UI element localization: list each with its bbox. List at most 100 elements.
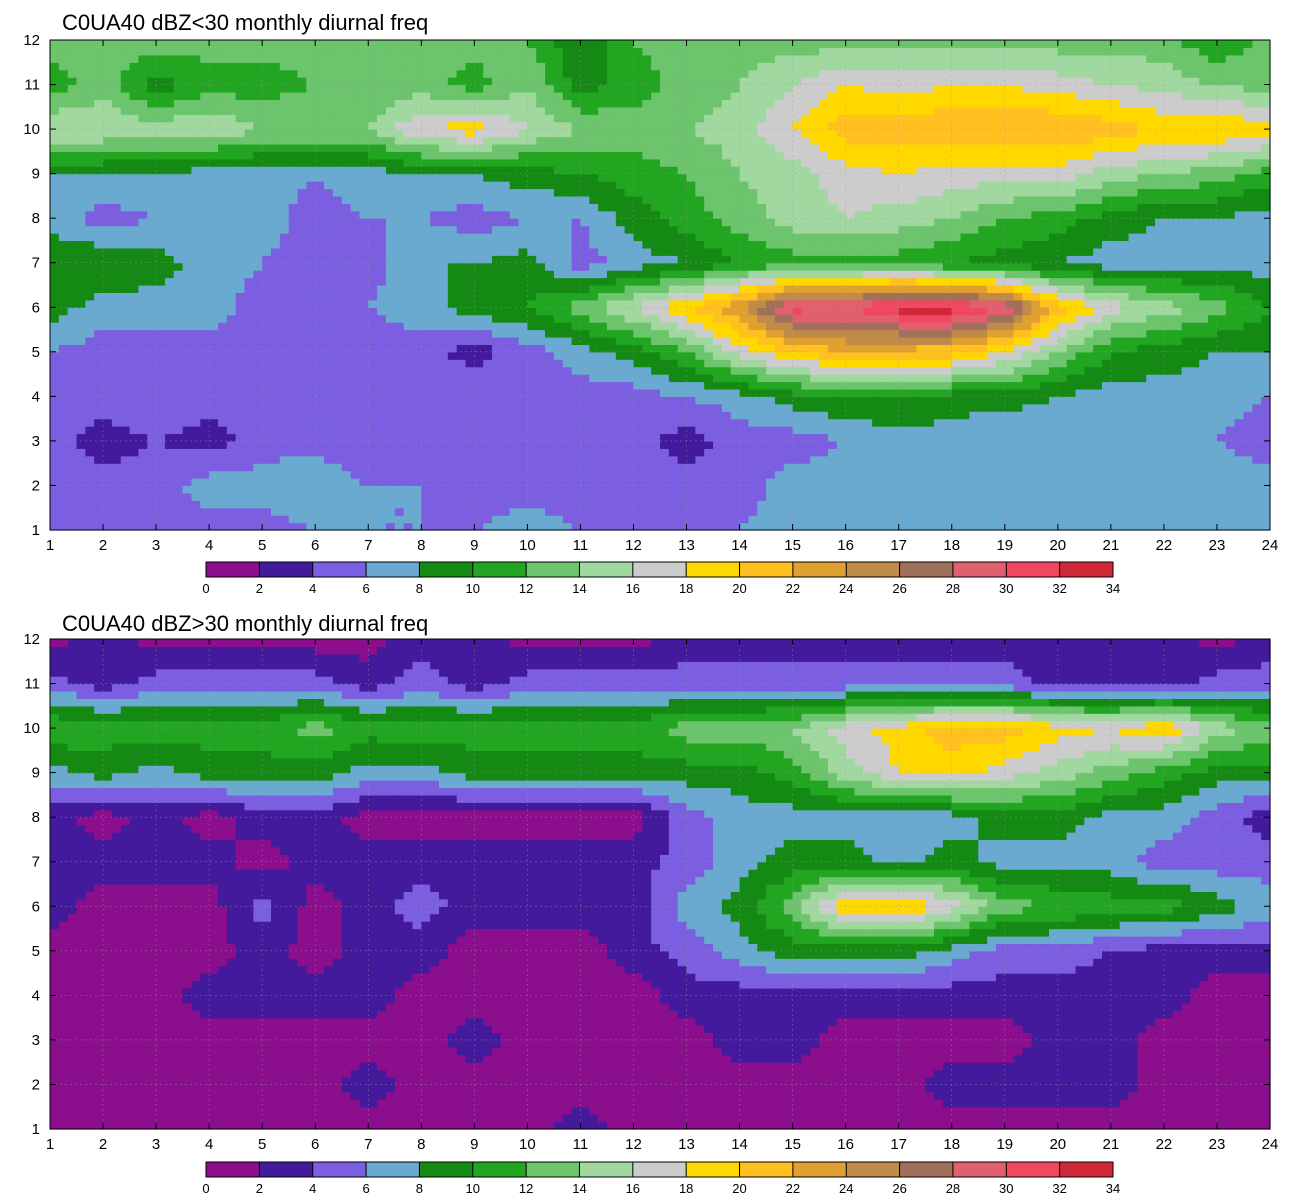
contour-cell [438,121,449,130]
contour-cell [615,203,626,212]
contour-cell [598,62,608,71]
contour-cell [182,396,193,405]
contour-cell [359,448,369,457]
contour-cell [244,129,254,138]
contour-cell [668,195,679,204]
contour-cell [368,440,378,449]
contour-cell [660,210,670,219]
contour-cell [156,448,166,457]
contour-cell [438,203,449,212]
contour-cell [686,166,696,175]
contour-cell [456,181,467,190]
contour-cell [580,522,590,531]
contour-cell [704,470,714,479]
contour-cell [695,485,705,494]
contour-cell [660,143,670,152]
contour-cell [606,470,617,479]
contour-cell [695,121,705,130]
contour-cell [492,299,502,308]
contour-cell [368,40,378,49]
contour-cell [483,388,493,397]
contour-cell [226,47,237,56]
contour-cell [421,188,431,197]
contour-cell [191,292,201,301]
contour-cell [421,114,431,123]
contour-cell [191,270,201,279]
contour-cell [94,225,104,234]
contour-cell [438,463,449,472]
contour-cell [474,366,484,375]
contour-cell [111,470,122,479]
contour-cell [518,240,528,249]
contour-cell [191,40,201,49]
contour-cell [598,40,608,49]
contour-cell [668,99,679,108]
contour-cell [306,522,316,531]
contour-cell [624,77,635,86]
contour-cell [235,448,246,457]
contour-cell [606,210,617,219]
contour-cell [553,507,564,516]
contour-cell [111,77,122,86]
contour-cell [173,448,184,457]
contour-cell [677,433,688,442]
contour-cell [209,478,219,487]
contour-cell [686,470,696,479]
contour-cell [217,322,228,331]
contour-cell [394,233,405,242]
contour-cell [465,322,475,331]
contour-cell [474,307,484,316]
contour-cell [138,218,148,227]
contour-cell [138,314,148,323]
contour-cell [50,381,60,390]
contour-cell [103,515,113,524]
contour-cell [147,69,157,78]
contour-cell [262,396,272,405]
contour-cell [624,448,635,457]
contour-cell [164,143,175,152]
contour-cell [606,136,617,145]
contour-cell [182,188,193,197]
contour-cell [288,99,299,108]
contour-cell [465,381,475,390]
contour-cell [545,143,555,152]
contour-cell [624,262,635,271]
contour-cell [332,426,343,435]
contour-cell [182,507,193,516]
contour-cell [598,314,608,323]
contour-cell [651,381,661,390]
contour-cell [421,62,431,71]
contour-cell [85,314,95,323]
contour-cell [377,285,387,294]
contour-cell [536,129,546,138]
contour-cell [76,433,86,442]
contour-cell [677,54,688,63]
contour-cell [111,344,122,353]
contour-cell [297,166,307,175]
contour-cell [377,299,387,308]
contour-cell [660,411,670,420]
contour-cell [111,121,122,130]
contour-cell [580,84,590,93]
contour-cell [447,455,458,464]
contour-cell [660,359,670,368]
contour-cell [332,158,343,167]
contour-cell [660,515,670,524]
contour-cell [50,515,60,524]
contour-cell [624,433,635,442]
contour-cell [217,262,228,271]
contour-cell [120,314,131,323]
contour-cell [76,181,86,190]
contour-cell [527,292,537,301]
contour-cell [271,54,281,63]
contour-cell [430,91,440,100]
contour-cell [191,411,201,420]
contour-cell [315,314,325,323]
contour-cell [412,158,422,167]
contour-cell [315,344,325,353]
contour-cell [686,485,696,494]
contour-cell [103,388,113,397]
contour-cell [173,91,184,100]
contour-cell [438,262,449,271]
contour-cell [235,307,246,316]
